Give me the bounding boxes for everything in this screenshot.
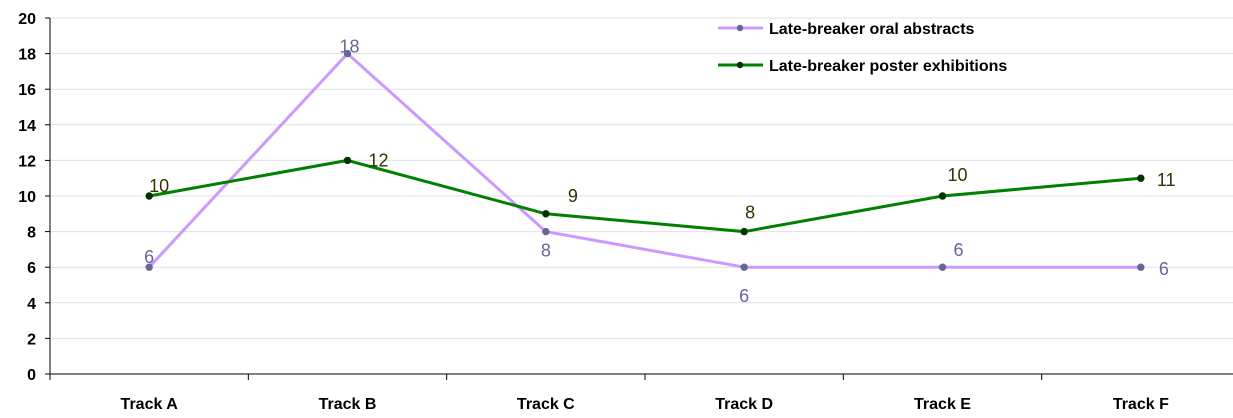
data-point — [1137, 174, 1145, 182]
data-label: 6 — [1159, 259, 1169, 279]
x-tick-label: Track F — [1113, 396, 1169, 413]
legend: Late-breaker oral abstracts Late-breaker … — [718, 21, 1007, 75]
data-point — [938, 192, 947, 200]
x-tick-label: Track E — [914, 396, 971, 413]
legend-label: Late-breaker oral abstracts — [769, 21, 975, 38]
data-point — [145, 192, 153, 200]
y-tick-label: 18 — [18, 47, 36, 64]
data-label: 12 — [368, 150, 388, 170]
data-point — [542, 227, 550, 236]
data-point — [343, 49, 352, 58]
y-tick-label: 6 — [27, 260, 36, 277]
series-group — [145, 49, 1145, 271]
y-tick-label: 14 — [18, 118, 36, 135]
data-label: 18 — [339, 37, 359, 57]
y-tick-label: 20 — [18, 11, 36, 28]
data-point — [938, 263, 947, 271]
data-label: 6 — [144, 247, 154, 267]
data-label: 6 — [953, 240, 963, 260]
series-line — [148, 52, 1141, 269]
x-tick-label: Track C — [517, 396, 575, 413]
y-tick-label: 12 — [18, 153, 36, 170]
data-label: 8 — [541, 241, 551, 261]
data-point — [740, 227, 748, 236]
data-label: 6 — [739, 286, 749, 306]
data-label: 10 — [947, 165, 967, 185]
legend-label: Late-breaker poster exhibitions — [769, 58, 1007, 75]
data-point — [145, 263, 153, 271]
legend-marker — [736, 24, 744, 32]
data-labels: 6 18 8 6 6 6 10 12 9 8 10 11 — [144, 37, 1175, 307]
data-label: 8 — [745, 203, 755, 223]
gridlines — [50, 17, 1233, 339]
y-tick-label: 2 — [27, 331, 36, 348]
data-point — [343, 156, 352, 165]
x-tick-label: Track A — [121, 396, 179, 413]
data-label: 10 — [149, 176, 169, 196]
y-tick-label: 16 — [18, 82, 36, 99]
data-point — [1137, 263, 1145, 271]
legend-marker — [736, 61, 744, 69]
y-tick-label: 8 — [27, 225, 36, 242]
y-tick-label: 0 — [27, 367, 36, 384]
y-tick-label: 4 — [27, 296, 36, 313]
x-axis-ticks: Track A Track B Track C Track D Track E Track… — [121, 396, 1170, 413]
x-tick-label: Track D — [715, 396, 773, 413]
data-label: 11 — [1157, 170, 1176, 190]
data-point — [542, 210, 550, 218]
data-label: 9 — [568, 186, 578, 206]
y-axis-ticks: 0 2 4 6 8 10 12 14 16 18 20 — [18, 11, 36, 384]
axes — [45, 17, 1233, 380]
data-point — [740, 263, 748, 271]
x-tick-label: Track B — [319, 396, 377, 413]
series-line — [148, 158, 1141, 234]
y-tick-label: 10 — [18, 189, 36, 206]
